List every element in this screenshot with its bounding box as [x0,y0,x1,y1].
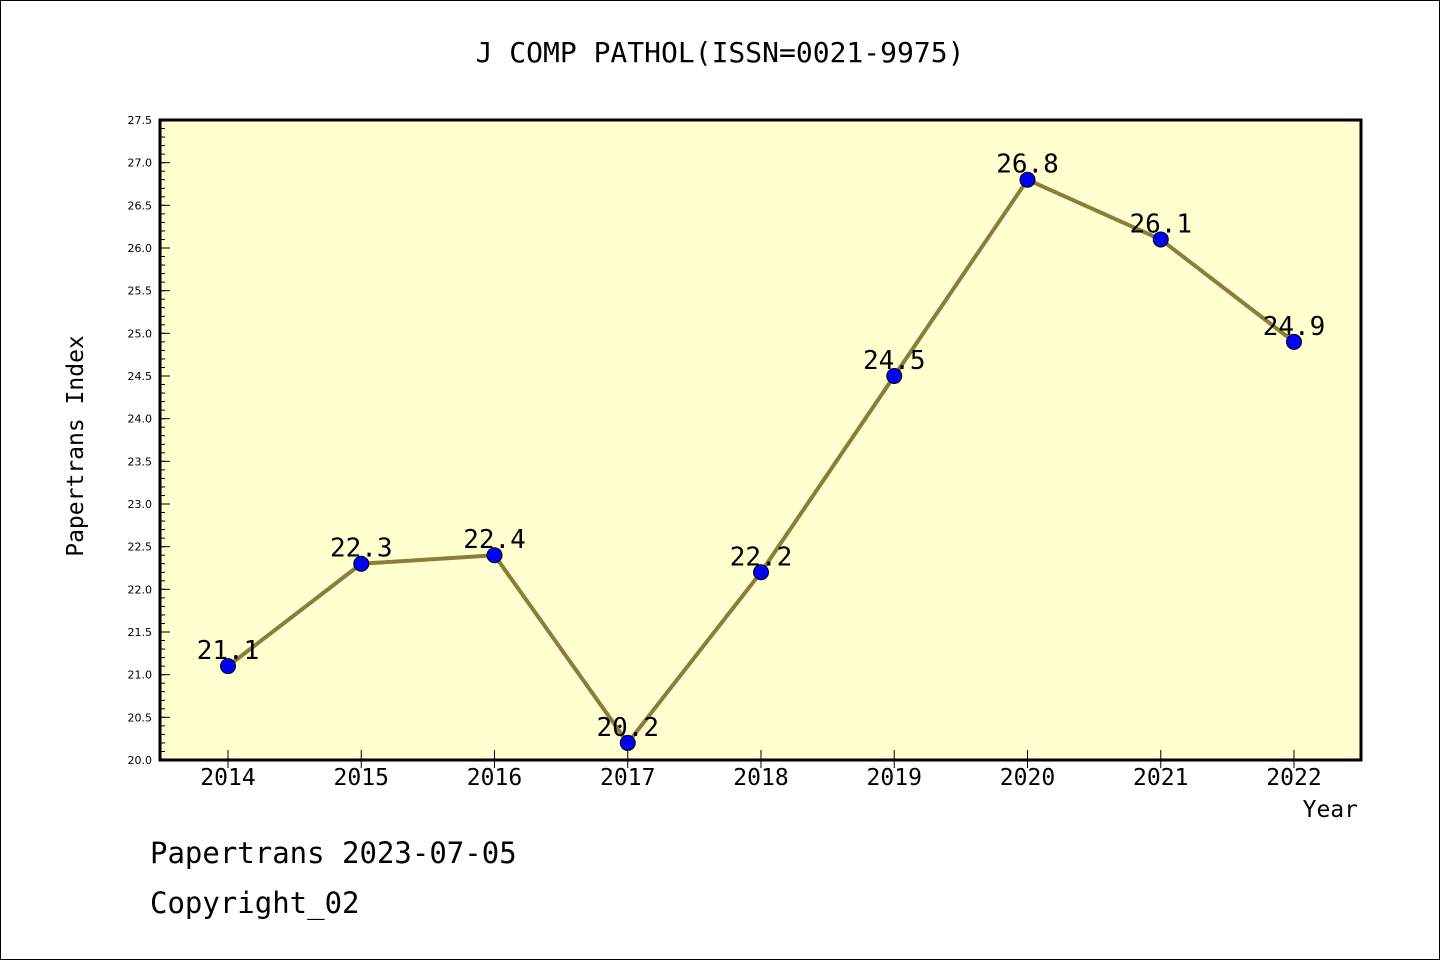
data-label: 22.3 [330,534,393,564]
y-tick-label: 26.5 [128,199,153,212]
y-tick-label: 20.5 [128,711,153,724]
y-tick-label: 25.0 [128,327,153,340]
data-label: 26.8 [996,150,1059,180]
x-tick-label: 2017 [600,765,655,791]
y-tick-label: 22.5 [128,541,153,554]
y-tick-label: 26.0 [128,242,153,255]
chart-title: J COMP PATHOL(ISSN=0021-9975) [475,36,965,69]
y-tick-label: 22.0 [128,583,153,596]
y-tick-label: 21.5 [128,626,153,639]
data-label: 20.2 [596,713,659,743]
data-point [1286,333,1302,350]
footer-copyright: Copyright_02 [150,886,360,920]
data-label: 21.1 [197,636,260,666]
data-label: 22.4 [463,525,526,555]
x-tick-label: 2018 [733,765,788,791]
y-tick-label: 23.5 [128,455,153,468]
x-tick-label: 2014 [200,765,255,791]
x-tick-label: 2021 [1133,765,1188,791]
data-point [220,658,236,675]
x-tick-label: 2022 [1266,765,1321,791]
data-label: 24.5 [863,346,926,376]
data-label: 24.9 [1263,312,1326,342]
data-label: 22.2 [730,542,793,572]
data-point [753,564,769,581]
y-tick-label: 25.5 [128,285,153,298]
y-tick-label: 24.0 [128,413,153,426]
y-tick-label: 27.0 [128,157,153,170]
y-tick-label: 24.5 [128,370,153,383]
data-label: 26.1 [1129,209,1192,239]
footer-date: Papertrans 2023-07-05 [150,836,517,870]
x-tick-label: 2016 [467,765,522,791]
data-point [886,368,903,384]
plot-border [158,118,1363,762]
data-point [353,555,370,572]
x-tick-label: 2020 [1000,765,1055,791]
x-tick-label: 2019 [867,765,922,791]
data-point [619,734,636,751]
data-point [486,547,503,564]
x-tick-label: 2015 [334,765,389,791]
y-tick-label: 27.5 [128,114,153,127]
y-tick-label: 21.0 [128,669,153,682]
plot-area [160,120,1361,760]
data-point [1019,171,1036,188]
y-tick-label: 23.0 [128,498,153,511]
data-point [1152,231,1169,248]
x-axis-label: Year [1302,797,1358,823]
y-tick-label: 20.0 [128,754,153,767]
